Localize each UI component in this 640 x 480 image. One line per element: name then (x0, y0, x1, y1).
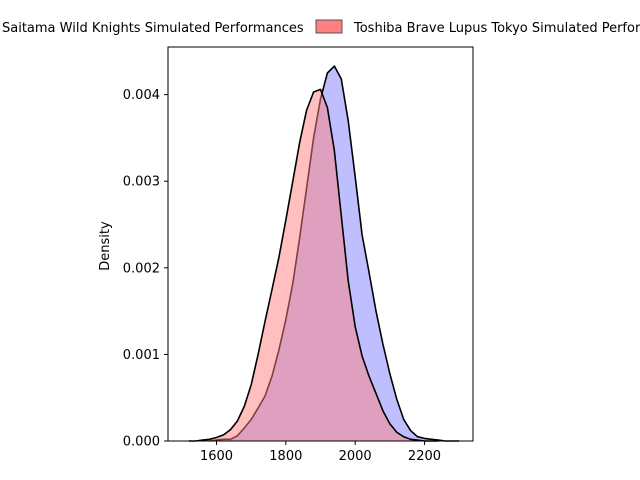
x-tick-label: 2000 (339, 449, 372, 464)
x-tick-label: 1800 (269, 449, 302, 464)
density-line-toshiba (188, 88, 439, 442)
y-tick-label: 0.001 (123, 348, 160, 363)
legend: Saitama Wild Knights Simulated Performan… (2, 19, 640, 36)
x-tick-label: 2200 (408, 449, 441, 464)
legend-label-toshiba: Toshiba Brave Lupus Tokyo Simulated Perf… (353, 21, 640, 36)
y-tick-label: 0.003 (123, 175, 160, 190)
plot-area (188, 65, 460, 442)
axes-frame (167, 46, 474, 442)
legend-label-saitama: Saitama Wild Knights Simulated Performan… (2, 21, 304, 36)
y-axis-title: Density (98, 221, 113, 271)
y-tick-label: 0.004 (123, 88, 160, 103)
x-axis: 1600 1800 2000 2200 (200, 441, 441, 464)
legend-swatch-toshiba (315, 19, 343, 34)
y-tick-label: 0.002 (123, 261, 160, 276)
y-axis: 0.000 0.001 0.002 0.003 0.004 (123, 88, 168, 450)
density-area-toshiba (188, 89, 439, 442)
y-tick-label: 0.000 (123, 435, 160, 450)
x-tick-label: 1600 (200, 449, 233, 464)
